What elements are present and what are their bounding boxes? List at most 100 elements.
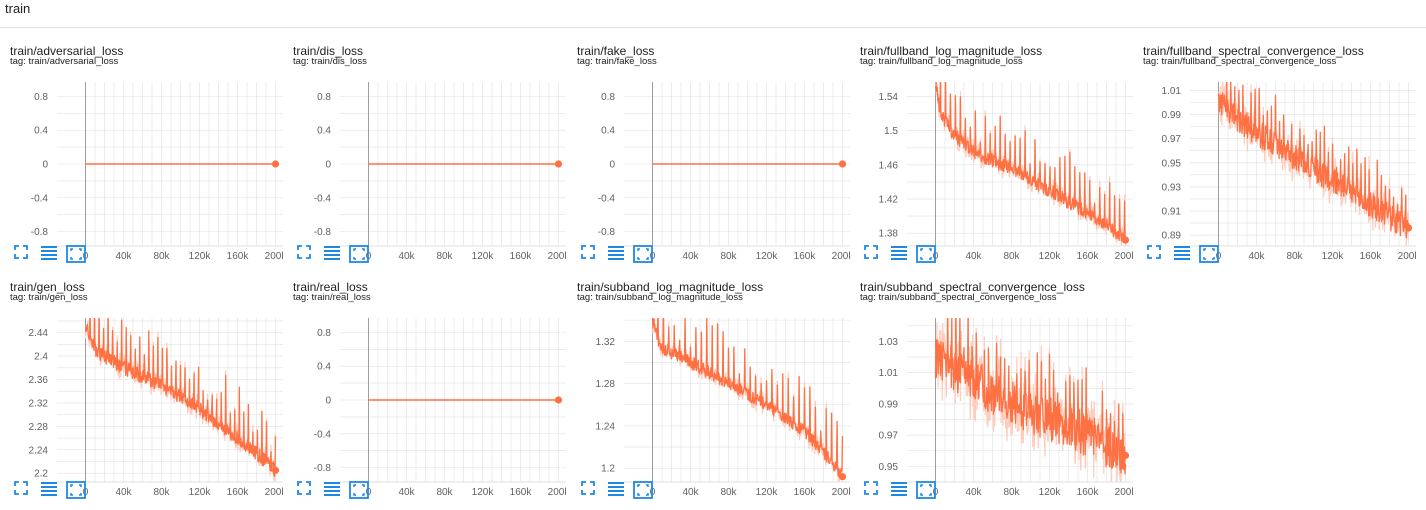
toggle-log-scale-icon[interactable] <box>1173 245 1193 263</box>
x-tick-label: 120k <box>756 487 779 498</box>
x-tick-label: 80k <box>1003 251 1020 262</box>
x-tick-label: 160k <box>1077 487 1100 498</box>
y-tick-label: 1.42 <box>879 195 899 206</box>
y-tick-label: 0.97 <box>1162 134 1182 145</box>
line-chart[interactable]: 040k80k120k160k200k0.80.40-0.4-0.8 <box>567 66 850 264</box>
fullscreen-icon[interactable] <box>297 245 317 263</box>
toggle-log-scale-icon[interactable] <box>323 245 343 263</box>
group-header[interactable]: train <box>0 0 1426 28</box>
line-chart[interactable]: 040k80k120k160k200k0.80.40-0.4-0.8 <box>283 66 566 264</box>
line-chart[interactable]: 040k80k120k160k200k1.010.990.970.950.930… <box>1133 66 1416 264</box>
toggle-log-scale-icon[interactable] <box>890 245 910 263</box>
series-endpoint <box>271 160 280 168</box>
chart-title: train/dis_loss <box>293 44 364 58</box>
line-chart[interactable]: 040k80k120k160k200k2.442.42.362.322.282.… <box>0 302 283 500</box>
group-title: train <box>5 1 31 16</box>
x-tick-label: 80k <box>153 251 170 262</box>
toggle-log-scale-icon[interactable] <box>607 245 627 263</box>
y-tick-label: 1.5 <box>884 126 898 137</box>
x-tick-label: 80k <box>1003 487 1020 498</box>
series-endpoint <box>554 396 563 404</box>
series-endpoint <box>554 160 563 168</box>
y-tick-label: 1.2 <box>601 464 615 475</box>
x-tick-label: 120k <box>1039 487 1062 498</box>
fit-domain-icon[interactable] <box>66 481 86 499</box>
y-tick-label: -0.8 <box>314 463 332 474</box>
fullscreen-icon[interactable] <box>297 481 317 499</box>
toggle-log-scale-icon[interactable] <box>890 481 910 499</box>
y-tick-label: 1.38 <box>879 229 899 240</box>
fit-domain-icon[interactable] <box>633 481 653 499</box>
chart-title: train/subband_spectral_convergence_loss <box>860 280 1085 294</box>
line-chart[interactable]: 040k80k120k160k200k1.031.010.990.970.95 <box>850 302 1133 500</box>
x-tick-label: 80k <box>1286 251 1303 262</box>
fit-domain-icon[interactable] <box>633 245 653 263</box>
chart-title: train/fake_loss <box>577 44 655 58</box>
fit-domain-icon[interactable] <box>1199 245 1219 263</box>
chart-tag: tag: train/subband_spectral_convergence_… <box>860 292 1057 303</box>
y-tick-label: -0.4 <box>31 193 49 204</box>
fullscreen-icon[interactable] <box>1147 245 1167 263</box>
line-chart[interactable]: 040k80k120k160k200k1.321.281.241.2 <box>567 302 850 500</box>
scalar-card: train/fullband_log_magnitude_loss tag: tr… <box>850 44 1133 274</box>
y-tick-label: 0.91 <box>1162 207 1182 218</box>
y-tick-label: 0.99 <box>879 399 899 410</box>
y-tick-label: -0.8 <box>598 227 616 238</box>
y-tick-label: 2.44 <box>29 328 49 339</box>
fit-domain-icon[interactable] <box>349 481 369 499</box>
chart-title: train/subband_log_magnitude_loss <box>577 280 764 294</box>
line-chart[interactable]: 040k80k120k160k200k0.80.40-0.4-0.8 <box>283 302 566 500</box>
x-tick-label: 120k <box>472 251 495 262</box>
x-tick-label: 40k <box>1248 251 1265 262</box>
chart-tag: tag: train/dis_loss <box>293 56 367 67</box>
y-tick-label: 0.4 <box>601 126 615 137</box>
toggle-log-scale-icon[interactable] <box>323 481 343 499</box>
x-tick-label: 80k <box>436 251 453 262</box>
y-tick-label: 0.97 <box>879 431 899 442</box>
x-tick-label: 160k <box>227 251 250 262</box>
x-tick-label: 200k <box>265 251 283 262</box>
y-tick-label: 0.95 <box>1162 158 1182 169</box>
fit-domain-icon[interactable] <box>66 245 86 263</box>
x-tick-label: 120k <box>472 487 495 498</box>
chart-title: train/real_loss <box>293 280 368 294</box>
chart-tag: tag: train/fullband_log_magnitude_loss <box>860 56 1023 67</box>
y-tick-label: -0.8 <box>31 227 49 238</box>
x-tick-label: 120k <box>189 487 212 498</box>
fullscreen-icon[interactable] <box>864 245 884 263</box>
x-tick-label: 40k <box>115 487 132 498</box>
x-tick-label: 80k <box>720 487 737 498</box>
y-tick-label: 1.03 <box>879 337 899 348</box>
series-smoothed-line <box>651 318 844 478</box>
line-chart[interactable]: 040k80k120k160k200k0.80.40-0.4-0.8 <box>0 66 283 264</box>
x-tick-label: 120k <box>756 251 779 262</box>
fullscreen-icon[interactable] <box>581 245 601 263</box>
x-tick-label: 200k <box>1115 487 1133 498</box>
y-tick-label: 0.8 <box>317 328 331 339</box>
x-tick-label: 200k <box>1115 251 1133 262</box>
fullscreen-icon[interactable] <box>864 481 884 499</box>
toggle-log-scale-icon[interactable] <box>40 245 60 263</box>
chart-tag: tag: train/adversarial_loss <box>10 56 119 67</box>
fit-domain-icon[interactable] <box>916 481 936 499</box>
line-chart[interactable]: 040k80k120k160k200k1.541.51.461.421.38 <box>850 66 1133 264</box>
fullscreen-icon[interactable] <box>14 481 34 499</box>
y-tick-label: 2.28 <box>29 422 49 433</box>
scalar-card: train/adversarial_loss tag: train/adversa… <box>0 44 283 274</box>
toggle-log-scale-icon[interactable] <box>607 481 627 499</box>
y-tick-label: 2.24 <box>29 445 49 456</box>
chart-tag: tag: train/subband_log_magnitude_loss <box>577 292 743 303</box>
x-tick-label: 160k <box>227 487 250 498</box>
y-tick-label: -0.4 <box>314 193 332 204</box>
x-tick-label: 80k <box>153 487 170 498</box>
y-tick-label: -0.4 <box>314 429 332 440</box>
chart-tag: tag: train/gen_loss <box>10 292 88 303</box>
x-tick-label: 40k <box>682 487 699 498</box>
chart-title: train/gen_loss <box>10 280 85 294</box>
fit-domain-icon[interactable] <box>916 245 936 263</box>
chart-title: train/adversarial_loss <box>10 44 124 58</box>
fullscreen-icon[interactable] <box>581 481 601 499</box>
fit-domain-icon[interactable] <box>349 245 369 263</box>
fullscreen-icon[interactable] <box>14 245 34 263</box>
toggle-log-scale-icon[interactable] <box>40 481 60 499</box>
